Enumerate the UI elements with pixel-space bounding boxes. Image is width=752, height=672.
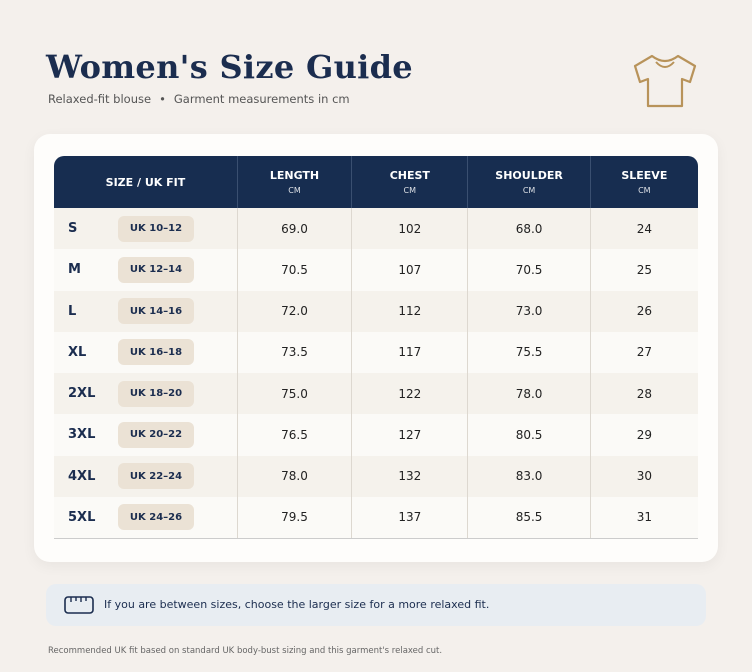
measurement: 26 — [589, 290, 698, 332]
uk-fit: UK 22–24 — [118, 463, 194, 490]
title: Women's Size Guide — [46, 48, 413, 86]
uk-fit: UK 18–20 — [118, 380, 194, 407]
measurement: 75.5 — [467, 331, 589, 373]
uk-fit: UK 24–26 — [118, 504, 194, 531]
uk-fit: UK 12–14 — [118, 256, 194, 283]
measurement: 30 — [589, 455, 698, 497]
measurement: 25 — [589, 249, 698, 291]
header-cell: SLEEVE CM — [589, 156, 698, 208]
card: SIZE / UK FIT LENGTH CM CHEST CM SHOULDER CM SL… — [34, 134, 718, 562]
header-row: SIZE / UK FIT LENGTH CM CHEST CM SHOULDER CM SL… — [54, 156, 698, 208]
table-row: 4XL UK 22–24 78.0 132 83.0 30 — [54, 455, 698, 497]
column-unit: CM — [288, 186, 301, 195]
column-name: SLEEVE — [621, 169, 668, 182]
measurement: 70.5 — [236, 249, 351, 291]
column-name: CHEST — [389, 169, 430, 182]
size-table: SIZE / UK FIT LENGTH CM CHEST CM SHOULDER CM SL… — [54, 156, 698, 539]
measurement: 28 — [589, 373, 698, 415]
note-text: If you are between sizes, choose the lar… — [104, 598, 490, 611]
footer: Recommended UK fit based on standard UK … — [48, 646, 443, 656]
measurement: 70.5 — [467, 249, 589, 291]
size-cell: 2XL UK 18–20 — [54, 373, 237, 414]
table-row: 3XL UK 20–22 76.5 127 80.5 29 — [54, 414, 698, 456]
measurement: 68.0 — [467, 208, 589, 250]
uk-fit: UK 16–18 — [118, 339, 194, 366]
size-label: 2XL — [68, 386, 96, 402]
size-label: M — [68, 262, 81, 278]
size-cell: S UK 10–12 — [54, 208, 237, 249]
size-cell: 4XL UK 22–24 — [54, 456, 237, 497]
subtitle-part: Relaxed-fit blouse — [48, 92, 152, 106]
measurement: 78.0 — [467, 373, 589, 415]
measurement: 122 — [351, 373, 467, 415]
size-label: 4XL — [68, 468, 96, 484]
measurement: 80.5 — [467, 414, 589, 456]
measurement: 79.5 — [236, 496, 351, 538]
measurement: 132 — [351, 455, 467, 497]
size-cell: 5XL UK 24–26 — [54, 497, 237, 538]
subtitle: Relaxed-fit blouse • Garment measurements … — [48, 92, 350, 106]
size-cell: L UK 14–16 — [54, 291, 237, 332]
measurement: 27 — [589, 331, 698, 373]
column-name: SHOULDER — [495, 169, 563, 182]
table-rule — [54, 538, 698, 539]
measurement: 76.5 — [236, 414, 351, 456]
table-row: 5XL UK 24–26 79.5 137 85.5 31 — [54, 496, 698, 538]
table-row: 2XL UK 18–20 75.0 122 78.0 28 — [54, 373, 698, 415]
ruler-icon — [64, 596, 94, 614]
header-cell: LENGTH CM — [236, 156, 351, 208]
measurement: 31 — [589, 496, 698, 538]
measurement: 29 — [589, 414, 698, 456]
separator: • — [159, 92, 166, 106]
column-unit: CM — [638, 186, 651, 195]
measurement: 73.5 — [236, 331, 351, 373]
size-label: 3XL — [68, 427, 96, 443]
size-label: XL — [68, 344, 87, 360]
size-cell: 3XL UK 20–22 — [54, 414, 237, 455]
measurement: 69.0 — [236, 208, 351, 250]
header-cell: SIZE / UK FIT — [54, 156, 237, 208]
measurement: 73.0 — [467, 290, 589, 332]
table-row: XL UK 16–18 73.5 117 75.5 27 — [54, 331, 698, 373]
uk-fit: UK 10–12 — [118, 215, 194, 242]
measurement: 107 — [351, 249, 467, 291]
note-box: If you are between sizes, choose the lar… — [46, 584, 706, 626]
measurement: 72.0 — [236, 290, 351, 332]
column-unit: CM — [522, 186, 536, 195]
size-cell: M UK 12–14 — [54, 249, 237, 290]
table-body: S UK 10–12 69.0 102 68.0 24 M UK 12–14 70.5 107 70… — [54, 208, 698, 538]
uk-fit: UK 14–16 — [118, 298, 194, 325]
measurement: 112 — [351, 290, 467, 332]
size-label: S — [68, 221, 78, 237]
measurement: 78.0 — [236, 455, 351, 497]
table-row: S UK 10–12 69.0 102 68.0 24 — [54, 208, 698, 250]
measurement: 102 — [351, 208, 467, 250]
measurement: 75.0 — [236, 373, 351, 415]
shirt-icon — [633, 54, 697, 108]
measurement: 85.5 — [467, 496, 589, 538]
subtitle-part: Garment measurements in cm — [173, 92, 350, 106]
column-unit: CM — [403, 186, 417, 195]
measurement: 127 — [351, 414, 467, 456]
measurement: 137 — [351, 496, 467, 538]
measurement: 83.0 — [467, 455, 589, 497]
uk-fit: UK 20–22 — [118, 421, 194, 448]
header-cell: CHEST CM — [351, 156, 467, 208]
header-cell: SHOULDER CM — [467, 156, 589, 208]
table-row: M UK 12–14 70.5 107 70.5 25 — [54, 249, 698, 291]
column-name: LENGTH — [269, 169, 320, 182]
size-label: L — [68, 303, 77, 319]
measurement: 117 — [351, 331, 467, 373]
size-cell: XL UK 16–18 — [54, 332, 237, 373]
column-name: SIZE / UK FIT — [105, 175, 186, 189]
measurement: 24 — [589, 208, 698, 250]
table-row: L UK 14–16 72.0 112 73.0 26 — [54, 290, 698, 332]
size-label: 5XL — [68, 509, 96, 525]
